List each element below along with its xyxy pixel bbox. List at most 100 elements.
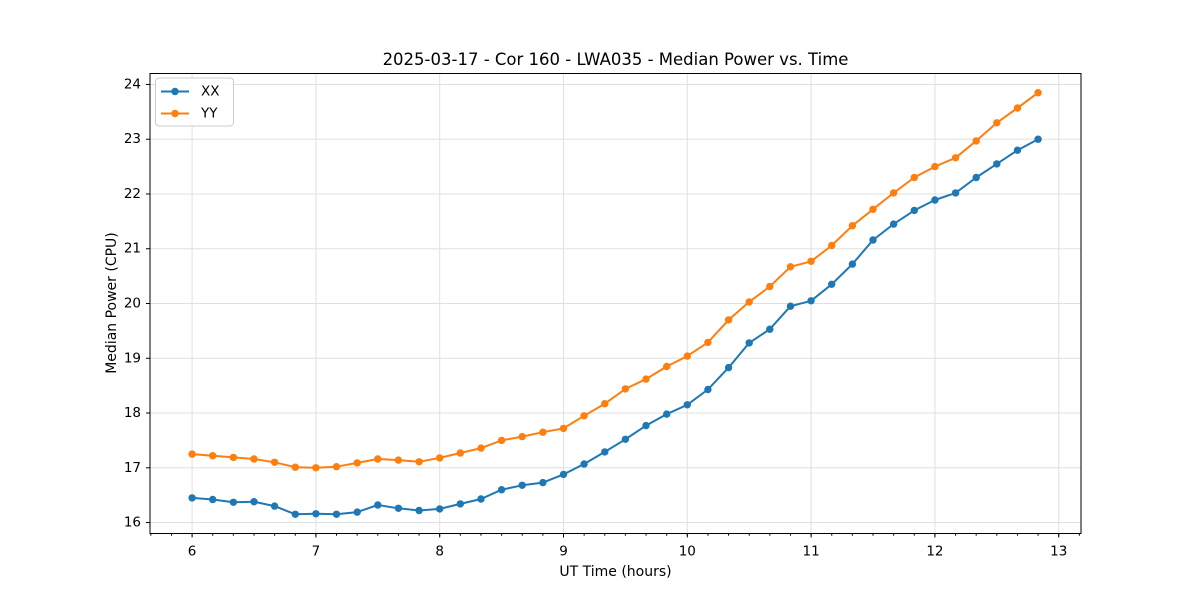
data-point (518, 432, 526, 441)
legend-label: XX (201, 84, 220, 100)
x-tick-label: 7 (312, 544, 321, 560)
data-point (972, 137, 980, 145)
data-point (621, 385, 630, 393)
data-point (931, 196, 939, 204)
data-point (312, 464, 320, 472)
data-point (745, 298, 753, 306)
data-point (518, 481, 526, 489)
data-point (786, 302, 795, 310)
y-tick-label: 17 (124, 460, 141, 476)
legend-box (155, 77, 234, 127)
data-point (312, 510, 320, 518)
data-point (250, 498, 258, 506)
series-line (191, 138, 1040, 516)
data-point (972, 173, 980, 182)
data-point (683, 352, 691, 360)
data-point (807, 257, 815, 265)
data-point (869, 236, 877, 244)
data-point (580, 460, 588, 468)
grid (150, 73, 1081, 534)
data-point (828, 280, 836, 288)
x-tick-label: 9 (559, 544, 568, 560)
data-point (477, 444, 485, 452)
series-yy (188, 89, 1042, 472)
data-point (848, 260, 857, 268)
data-point (415, 458, 423, 466)
data-point (374, 455, 382, 463)
data-point (394, 504, 403, 512)
data-point (229, 453, 238, 462)
data-point (497, 436, 506, 445)
data-point (250, 455, 258, 463)
data-point (374, 501, 382, 509)
data-point (353, 508, 361, 516)
data-point (332, 510, 341, 518)
data-point (497, 486, 506, 494)
data-point (951, 154, 960, 162)
data-point (766, 325, 774, 333)
data-point (559, 470, 568, 479)
y-axis-label: Median Power (CPU) (104, 232, 120, 374)
x-tick-label: 11 (803, 544, 820, 560)
data-point (436, 505, 444, 513)
tick-labels: 6 7 8 9 10 11 12 13 16 17 18 19 20 21 22 23 24 (124, 76, 1067, 559)
y-tick-label: 23 (124, 131, 141, 147)
data-point (1013, 146, 1022, 154)
data-point (848, 222, 857, 230)
data-point (786, 263, 795, 271)
series-line (191, 91, 1040, 469)
data-point (621, 435, 630, 443)
data-point (332, 463, 341, 471)
data-point (869, 205, 877, 213)
data-point (828, 241, 836, 250)
ticks (146, 83, 1080, 538)
x-tick-label: 8 (435, 544, 444, 560)
data-point (209, 495, 217, 504)
data-point (1034, 135, 1042, 143)
data-point (663, 410, 671, 418)
x-tick-label: 12 (926, 544, 943, 560)
data-point (807, 297, 815, 305)
y-tick-label: 22 (124, 186, 141, 202)
data-point (601, 400, 609, 408)
data-point (436, 454, 444, 462)
data-point (580, 412, 588, 420)
data-point (642, 421, 650, 430)
data-point (353, 459, 361, 467)
data-point (539, 428, 547, 436)
data-point (539, 478, 547, 487)
y-tick-label: 21 (124, 241, 141, 257)
data-point (910, 206, 918, 215)
data-point (683, 401, 691, 409)
data-point (704, 385, 712, 394)
data-point (291, 463, 299, 471)
data-point (456, 500, 464, 508)
y-tick-label: 24 (124, 76, 141, 92)
data-point (931, 162, 939, 171)
data-point (889, 220, 898, 228)
data-point (910, 173, 918, 182)
axes-box (149, 73, 1082, 534)
data-point (745, 339, 753, 347)
data-point (724, 316, 733, 324)
data-point (889, 189, 898, 197)
y-tick-label: 19 (124, 350, 141, 366)
legend: XX YY (155, 77, 234, 127)
data-point (415, 506, 423, 515)
data-point (993, 119, 1001, 127)
x-tick-label: 6 (188, 544, 197, 560)
x-tick-label: 10 (679, 544, 696, 560)
x-axis-label: UT Time (hours) (559, 564, 672, 580)
y-tick-label: 18 (124, 405, 141, 421)
series-xx (188, 135, 1042, 518)
data-point (724, 363, 733, 372)
data-point (559, 424, 568, 433)
legend-marker (171, 109, 179, 118)
data-point (766, 282, 774, 291)
legend-marker (171, 87, 179, 96)
data-point (456, 449, 464, 457)
data-point (270, 458, 279, 466)
data-point (951, 189, 960, 197)
